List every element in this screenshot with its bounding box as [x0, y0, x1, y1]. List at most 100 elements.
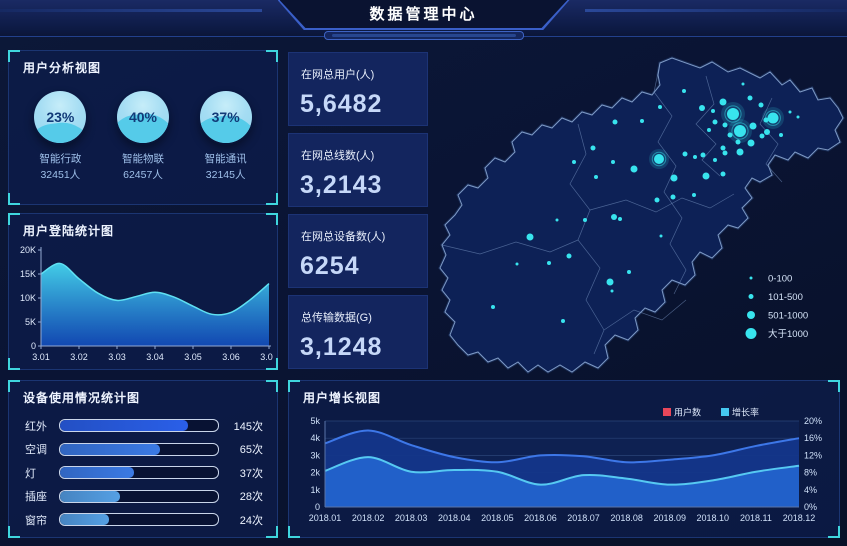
- stat-card-online-users: 在网总用户(人) 5,6482: [288, 52, 428, 126]
- x-tick-label: 3.05: [184, 352, 202, 362]
- gauge-name: 智能通讯: [204, 153, 247, 165]
- y-tick-label: 20K: [20, 245, 36, 255]
- map-point: [654, 154, 664, 164]
- map-point: [610, 289, 614, 293]
- right-tick-label: 8%: [804, 468, 817, 478]
- left-tick-label: 4k: [310, 433, 320, 443]
- header: 数据管理中心: [0, 0, 847, 40]
- y-tick-label: 0: [31, 341, 36, 351]
- map-legend-dot: [749, 276, 753, 280]
- map-point: [693, 155, 697, 159]
- stat-label: 在网总用户(人): [301, 69, 375, 81]
- stat-value: 6254: [300, 252, 360, 280]
- bar-fill: [60, 467, 135, 478]
- x-tick-label: 2018.09: [653, 513, 686, 523]
- map-point: [670, 174, 678, 182]
- stat-value: 5,6482: [300, 90, 383, 118]
- map-point: [711, 109, 715, 113]
- corner-accent: [8, 526, 20, 538]
- stat-card-transferred-data: 总传输数据(G) 3,1248: [288, 295, 428, 369]
- legend-swatch: [721, 408, 729, 416]
- map-point: [720, 145, 726, 151]
- map-point: [654, 197, 660, 203]
- x-tick-label: 3.04: [146, 352, 164, 362]
- device-bar-row: 空调 65次: [25, 442, 263, 457]
- map-point: [606, 278, 614, 286]
- map-point: [555, 218, 559, 222]
- panel-title-user-analysis: 用户分析视图: [23, 61, 102, 75]
- left-tick-label: 2k: [310, 468, 320, 478]
- y-tick-label: 10K: [20, 293, 36, 303]
- stat-card-online-lines: 在网总线数(人) 3,2143: [288, 133, 428, 207]
- device-name: 红外: [25, 420, 47, 433]
- map-point: [611, 214, 617, 220]
- corner-accent: [266, 526, 278, 538]
- bar-fill: [60, 514, 109, 525]
- corner-accent: [8, 380, 20, 392]
- map-point: [618, 217, 622, 221]
- x-tick-label: 2018.02: [352, 513, 385, 523]
- gauge-circle: 23%: [34, 91, 87, 143]
- map-point-ring: [724, 105, 742, 123]
- corner-accent: [8, 193, 20, 205]
- left-tick-label: 3k: [310, 450, 320, 460]
- x-tick-label: 3.01: [32, 352, 50, 362]
- panel-device-usage: 设备使用情况统计图 红外 145次 空调 65次灯 37次 插座 28次 窗帘 24次: [8, 380, 278, 538]
- map-point: [612, 119, 618, 125]
- user-growth-chart: 0 0% 1k 4% 2k 8% 3k 12% 4k 16% 5k 20% 2018.01 2018.02…: [309, 407, 822, 523]
- gauge-name: 智能物联: [121, 153, 164, 165]
- corner-accent: [266, 380, 278, 392]
- right-tick-label: 16%: [804, 433, 822, 443]
- page-title: 数据管理中心: [369, 6, 478, 23]
- region-border: [695, 75, 721, 177]
- stat-value: 3,2143: [300, 171, 383, 199]
- x-tick-label: 3.07: [260, 352, 273, 362]
- province-shape: [439, 57, 844, 373]
- map-point: [734, 125, 746, 137]
- gauge-count: 32145人: [205, 169, 246, 182]
- device-usage-count: 65次: [239, 444, 263, 456]
- map-point: [767, 112, 779, 124]
- map-point: [736, 148, 744, 156]
- map-point: [741, 82, 745, 86]
- gauge-count: 62457人: [123, 169, 163, 182]
- login-area-chart: 0 5K 10K 15K 20K 3.01 3.02 3.03 3.04 3.05 3.06 3.07: [20, 245, 273, 362]
- title-banner-fill: [279, 0, 568, 28]
- title-banner: 数据管理中心: [277, 0, 570, 30]
- map-point: [712, 119, 718, 125]
- login-area-line: [40, 262, 270, 316]
- left-tick-label: 0: [315, 502, 320, 512]
- x-tick-label: 2018.07: [567, 513, 600, 523]
- map-point: [630, 165, 638, 173]
- corner-accent: [828, 526, 840, 538]
- corner-accent: [266, 213, 278, 225]
- bar-fill: [60, 490, 121, 502]
- device-name: 空调: [25, 444, 47, 456]
- map-point: [722, 150, 728, 156]
- liquid-gauge: 37% 智能通讯 32145人: [188, 91, 264, 182]
- map-point: [658, 105, 662, 109]
- gauge-percentage: 40%: [128, 109, 157, 125]
- map-legend-label: 501-1000: [768, 311, 808, 322]
- x-tick-label: 2018.04: [438, 513, 471, 523]
- left-tick-label: 1k: [310, 485, 320, 495]
- x-tick-label: 2018.03: [395, 513, 428, 523]
- stat-label: 在网总线数(人): [301, 150, 375, 162]
- login-area-fill: [41, 263, 269, 346]
- legend-swatch: [663, 408, 671, 416]
- right-tick-label: 4%: [804, 485, 817, 495]
- map-point: [700, 152, 706, 158]
- bar-fill: [60, 420, 188, 431]
- stat-cards: 在网总用户(人) 5,6482 在网总线数(人) 3,2143 在网总设备数(人…: [288, 52, 428, 376]
- gauge-circle: 40%: [116, 91, 169, 143]
- map-point: [747, 139, 755, 147]
- gauge-name: 智能行政: [39, 153, 82, 165]
- map-point: [682, 151, 688, 157]
- device-name: 灯: [25, 467, 36, 480]
- device-bar-row: 窗帘 24次: [25, 512, 263, 527]
- x-tick-label: 2018.10: [697, 513, 730, 523]
- left-tick-label: 5k: [310, 416, 320, 426]
- x-tick-label: 3.02: [70, 352, 88, 362]
- device-bar-row: 红外 145次: [25, 418, 263, 433]
- map-legend-label: 101-500: [768, 292, 803, 303]
